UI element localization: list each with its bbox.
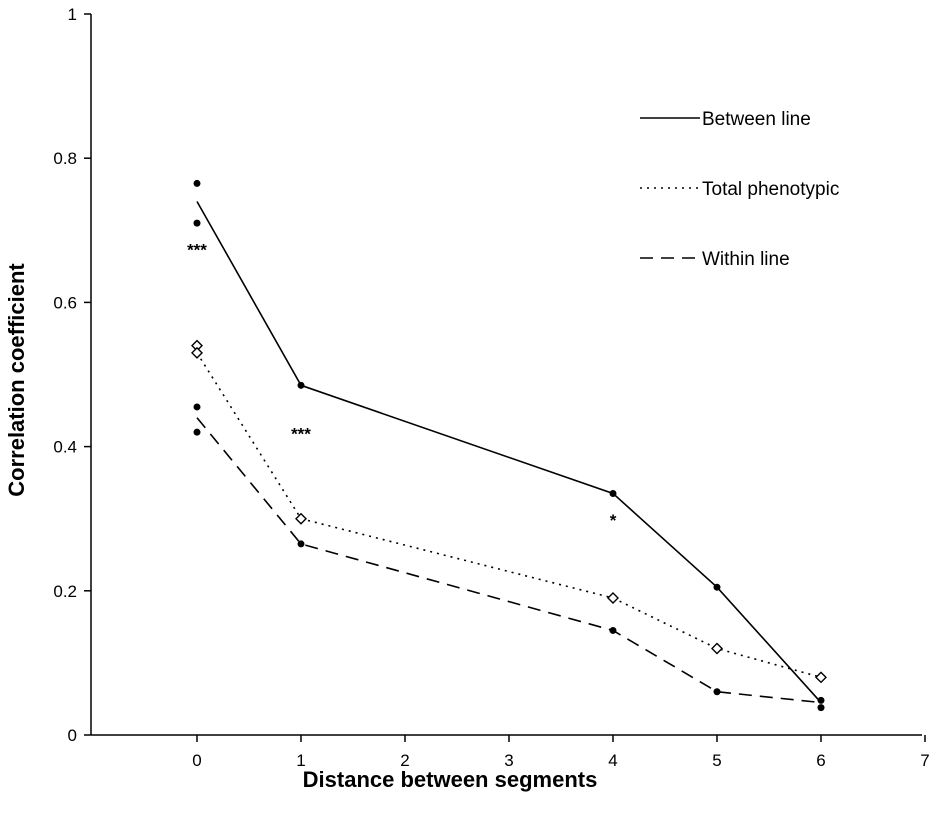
x-tick-label: 4 [608, 751, 617, 770]
legend-label: Within line [702, 249, 790, 270]
data-point-dot [297, 381, 305, 389]
significance-marker: *** [187, 241, 207, 260]
data-point-dot [817, 696, 825, 704]
data-point-dot [193, 179, 201, 187]
series-line [196, 352, 822, 679]
legend-label: Between line [702, 109, 811, 130]
x-tick-label: 5 [712, 751, 721, 770]
data-point-dot [193, 403, 201, 411]
series-within-line [193, 403, 825, 712]
y-tick-label: 0.8 [53, 149, 77, 168]
x-tick-label: 1 [296, 751, 305, 770]
data-point-dot [193, 428, 201, 436]
series-line [196, 201, 822, 704]
significance-marker: *** [291, 424, 311, 443]
series-layer: ******* [187, 179, 827, 712]
data-point-dot [713, 688, 721, 696]
data-point-diamond [295, 512, 307, 525]
data-point-dot [713, 583, 721, 591]
data-point-dot [609, 489, 617, 497]
y-tick-label: 0.4 [53, 438, 77, 457]
series-between-line [193, 179, 825, 704]
series-total-phenotypic [191, 339, 827, 684]
legend-label: Total phenotypic [702, 179, 839, 200]
y-axis-title: Correlation coefficient [4, 263, 29, 497]
legend: Between line Total phenotypic Within line [640, 109, 839, 270]
data-point-diamond [711, 642, 723, 655]
data-point-diamond [607, 592, 619, 604]
y-tick-label: 0.6 [53, 293, 77, 312]
data-point-dot [193, 219, 201, 227]
x-tick-label: 2 [400, 751, 409, 770]
data-point-dot [609, 626, 617, 634]
series-line [196, 417, 822, 704]
y-tick-label: 1 [68, 5, 77, 24]
data-point-dot [817, 704, 825, 712]
x-axis-title: Distance between segments [303, 767, 598, 792]
x-tick-label: 3 [504, 751, 513, 770]
significance-marker: * [610, 511, 617, 530]
x-tick-label: 7 [920, 751, 929, 770]
x-tick-label: 0 [192, 751, 201, 770]
data-point-dot [297, 540, 305, 548]
y-tick-label: 0.2 [53, 582, 77, 601]
data-point-diamond [191, 346, 203, 359]
data-point-diamond [815, 671, 827, 684]
x-tick-label: 6 [816, 751, 825, 770]
y-tick-label: 0 [68, 726, 77, 745]
axes: 0 0.2 0.4 0.6 0.8 1 0 1 2 3 4 5 6 7 [53, 5, 929, 770]
